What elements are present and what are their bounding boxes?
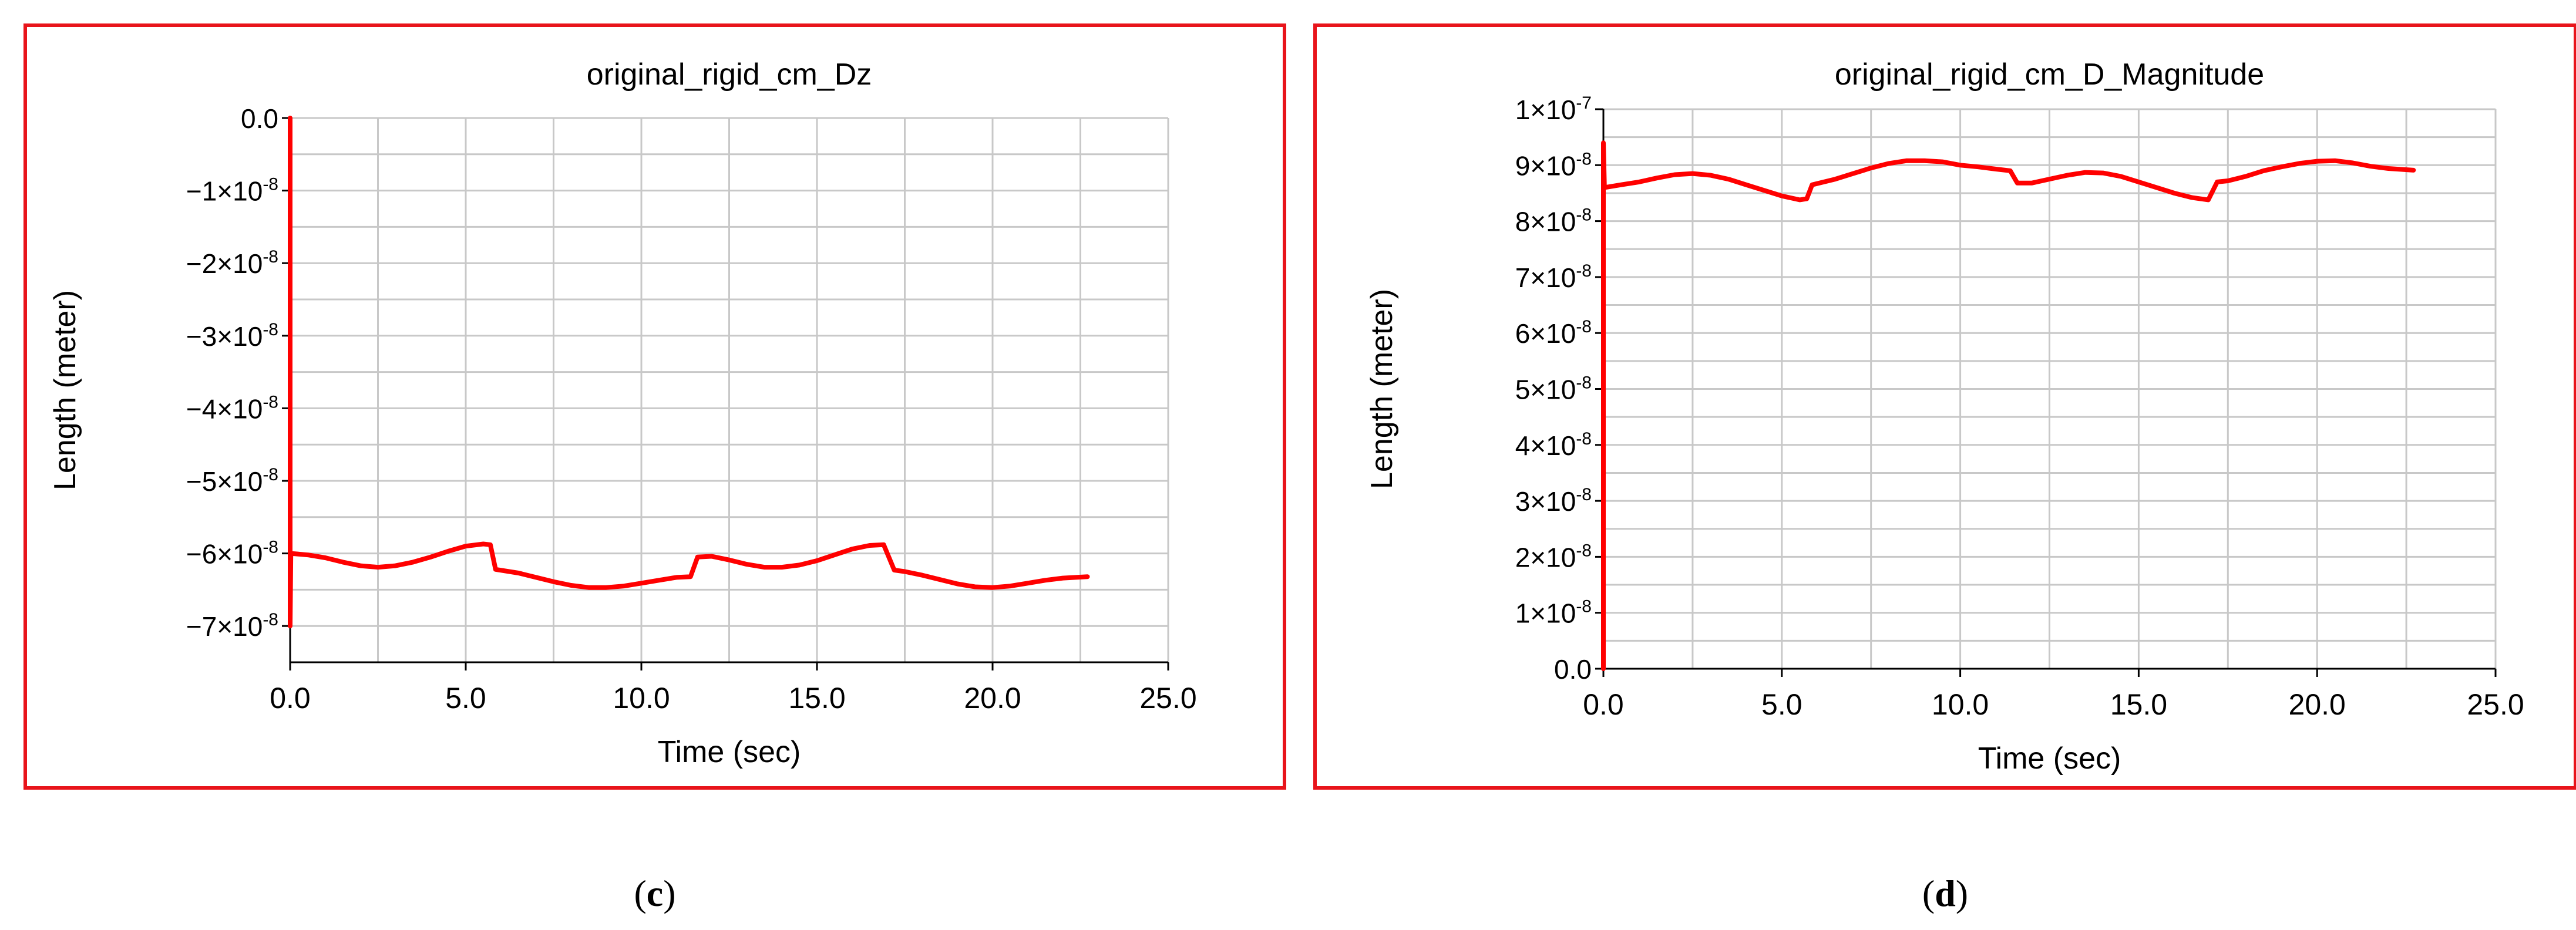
x-tick-label: 10.0	[1932, 688, 1989, 721]
y-tick-label: 2×10-8	[1515, 541, 1592, 572]
series-line-0	[288, 116, 1090, 629]
grid	[1603, 108, 2497, 670]
chart-title: original_rigid_cm_D_Magnitude	[1835, 58, 2264, 92]
x-tick-label: 10.0	[613, 682, 670, 715]
y-axis-label: Length (meter)	[48, 290, 82, 490]
x-tick-label: 5.0	[445, 682, 486, 715]
subfigure-label-d: (d)	[1922, 872, 1969, 914]
y-tick-label: −3×10-8	[186, 320, 278, 352]
x-axis-label: Time (sec)	[658, 735, 801, 769]
chart-d-svg: 0.0 5.0 10.0 15.0 20.0 25.0 0.0 1×10-8 2×10-8 3×1…	[1365, 58, 2524, 776]
y-tick-label: −5×10-8	[186, 465, 278, 497]
x-axis-label: Time (sec)	[1978, 742, 2121, 776]
y-tick-label: 5×10-8	[1515, 373, 1592, 405]
chart-title: original_rigid_cm_Dz	[587, 58, 872, 92]
x-tick-label: 0.0	[270, 682, 311, 715]
x-tick-label: 25.0	[1139, 682, 1196, 715]
subfigure-label-c: (c)	[634, 872, 676, 914]
y-tick-label: 0.0	[1554, 654, 1592, 685]
y-tick-label: 3×10-8	[1515, 485, 1592, 517]
y-tick-label: −7×10-8	[186, 610, 278, 642]
y-tick-label: 9×10-8	[1515, 149, 1592, 181]
y-axis-label: Length (meter)	[1365, 289, 1399, 489]
y-tick-label: 7×10-8	[1515, 261, 1592, 293]
x-tick-label: 20.0	[964, 682, 1021, 715]
y-tick-label: 6×10-8	[1515, 317, 1592, 349]
x-tick-label: 25.0	[2467, 688, 2524, 721]
chart-c-svg: 0.0 5.0 10.0 15.0 20.0 25.0 0.0 −1×10-8 −2×10-8 −…	[48, 58, 1197, 769]
y-tick-label: 8×10-8	[1515, 205, 1592, 237]
y-tick-label: −1×10-8	[186, 175, 278, 207]
series-line-0	[1601, 140, 2416, 671]
y-tick-label: −2×10-8	[186, 247, 278, 279]
x-tick-label: 5.0	[1761, 688, 1802, 721]
y-tick-label: −4×10-8	[186, 392, 278, 424]
y-tick-label: 4×10-8	[1515, 429, 1592, 461]
chart-panel-c: 0.0 5.0 10.0 15.0 20.0 25.0 0.0 −1×10-8 −2×10-8 −…	[23, 23, 1286, 790]
y-tick-label: 0.0	[241, 103, 278, 134]
chart-panel-d: 0.0 5.0 10.0 15.0 20.0 25.0 0.0 1×10-8 2×10-8 3×1…	[1313, 23, 2576, 790]
y-tick-label: 1×10-7	[1515, 93, 1592, 125]
x-tick-label: 20.0	[2289, 688, 2346, 721]
x-tick-label: 15.0	[788, 682, 845, 715]
y-tick-label: −6×10-8	[186, 538, 278, 570]
x-tick-label: 0.0	[1583, 688, 1624, 721]
x-tick-label: 15.0	[2110, 688, 2167, 721]
y-tick-label: 1×10-8	[1515, 597, 1592, 629]
